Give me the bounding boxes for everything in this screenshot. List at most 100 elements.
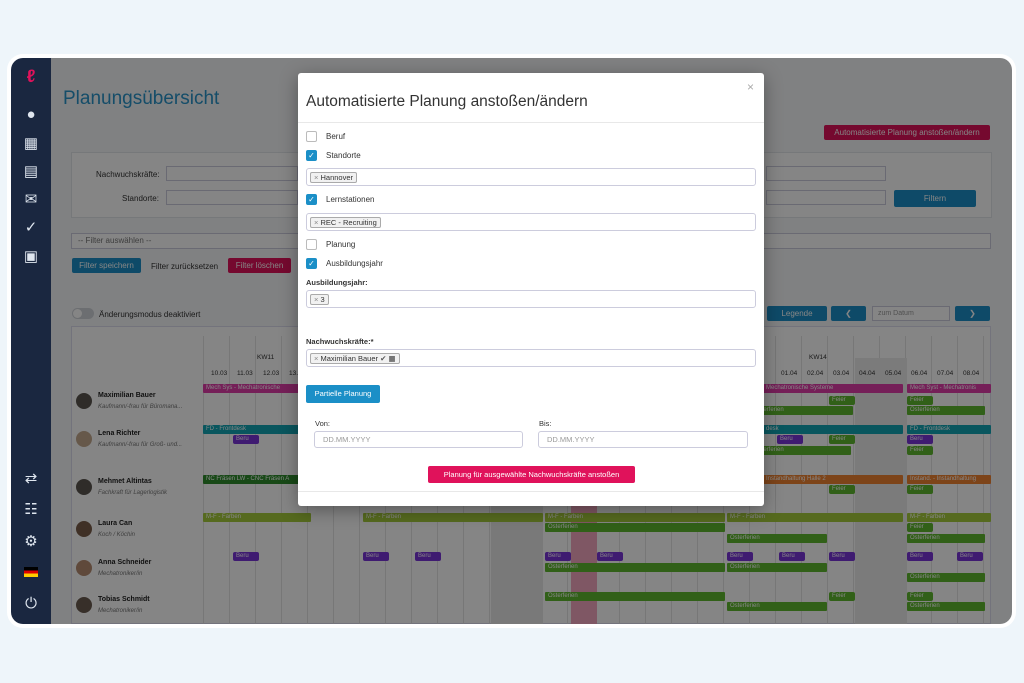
start-planning-button[interactable]: Planung für ausgewählte Nachwuchskräfte … xyxy=(428,466,635,483)
school-pill[interactable]: Beru xyxy=(597,552,623,561)
mail-icon[interactable]: ✉ xyxy=(24,191,38,208)
von-date-input[interactable]: DD.MM.YYYY xyxy=(314,431,523,448)
checkbox-planung[interactable] xyxy=(306,239,317,250)
selected-tag: × Maximilian Bauer ✔ ▦ xyxy=(310,353,400,364)
logout-icon[interactable]: ⏻ xyxy=(25,595,37,612)
holiday-pill[interactable]: Feier xyxy=(907,396,933,405)
selected-tag: × Hannover xyxy=(310,172,358,183)
save-filter-button[interactable]: Filter speichern xyxy=(72,258,141,273)
checkbox-beruf[interactable] xyxy=(306,131,317,142)
schedule-bar[interactable]: Osterferien xyxy=(907,534,985,543)
schedule-bar[interactable]: Osterferien xyxy=(907,406,985,415)
filter-button[interactable]: Filtern xyxy=(894,190,976,207)
user-icon[interactable]: ● xyxy=(26,106,36,123)
checkbox-lernstationen[interactable]: ✓ xyxy=(306,194,317,205)
checkbox-ausbildungsjahr[interactable]: ✓ xyxy=(306,258,317,269)
schedule-bar[interactable]: Mechatronische Systeme xyxy=(763,384,903,393)
schedule-bar[interactable]: Instandhaltung Halle 2 xyxy=(763,475,903,484)
bis-date-input[interactable]: DD.MM.YYYY xyxy=(538,431,748,448)
schedule-bar[interactable]: Osterferien xyxy=(727,563,827,572)
schedule-bar[interactable]: Osterferien xyxy=(545,563,725,572)
tag-remove-icon[interactable]: × xyxy=(314,173,319,182)
school-pill[interactable]: Beru xyxy=(779,552,805,561)
date-header: 07.04 xyxy=(937,370,954,377)
previous-button[interactable]: ❮ xyxy=(831,306,866,321)
legend-button[interactable]: Legende xyxy=(767,306,827,321)
schedule-bar[interactable]: M-F - Farben xyxy=(203,513,311,522)
partial-planning-button[interactable]: Partielle Planung xyxy=(306,385,380,403)
school-pill[interactable]: Beru xyxy=(233,552,259,561)
holiday-pill[interactable]: Feier xyxy=(829,396,855,405)
school-pill[interactable]: Beru xyxy=(233,435,259,444)
schedule-bar[interactable]: FD - Frontdesk xyxy=(203,425,323,434)
auto-plan-button[interactable]: Automatisierte Planung anstoßen/ändern xyxy=(824,125,990,140)
check-circle-icon[interactable]: ✓ xyxy=(24,219,38,236)
schedule-bar[interactable]: FD - Frontdesk xyxy=(907,425,991,434)
schedule-bar[interactable]: Mech Syst - Mechatronis xyxy=(907,384,991,393)
calendar-icon[interactable]: ▣ xyxy=(23,248,39,265)
holiday-pill[interactable]: Feier xyxy=(829,592,855,601)
school-pill[interactable]: Beru xyxy=(957,552,983,561)
swap-icon[interactable]: ⇄ xyxy=(24,470,38,487)
schedule-bar[interactable]: M-F - Farben xyxy=(907,513,991,522)
school-pill[interactable]: Beru xyxy=(907,552,933,561)
dashboard-icon[interactable]: ▦ xyxy=(23,135,39,152)
nachwuchs-filter-input-right[interactable] xyxy=(766,166,886,181)
school-pill[interactable]: Beru xyxy=(415,552,441,561)
table-row[interactable]: Lena Richter Kaufmann/-frau für Groß- und… xyxy=(73,420,201,458)
checkbox-standorte[interactable]: ✓ xyxy=(306,150,317,161)
table-row[interactable]: Anna Schneider Mechatroniker/in xyxy=(73,549,201,587)
german-flag-icon[interactable] xyxy=(19,563,43,583)
school-pill[interactable]: Beru xyxy=(777,435,803,444)
school-pill[interactable]: Beru xyxy=(363,552,389,561)
schedule-bar[interactable]: Instand. - Instandhaltung xyxy=(907,475,991,484)
table-row[interactable]: Maximilian Bauer Kaufmann/-frau für Bürom… xyxy=(73,382,201,420)
settings-icon[interactable]: ⚙ xyxy=(24,533,38,550)
schedule-bar[interactable]: Mech Sys - Mechatronische xyxy=(203,384,313,393)
schedule-bar[interactable]: Osterferien xyxy=(907,602,985,611)
lernstationen-select[interactable]: × REC - Recruiting xyxy=(306,213,756,231)
table-row[interactable]: Tobias Schmidt Mechatroniker/in xyxy=(73,586,201,624)
schedule-bar[interactable]: Osterferien xyxy=(907,573,985,582)
nachwuchs-filter-input[interactable] xyxy=(166,166,298,181)
standorte-select[interactable]: × Hannover xyxy=(306,168,756,186)
holiday-pill[interactable]: Feier xyxy=(907,592,933,601)
schedule-bar[interactable]: M-F - Farben xyxy=(363,513,543,522)
nachwuchs-select[interactable]: × Maximilian Bauer ✔ ▦ xyxy=(306,349,756,367)
schedule-bar[interactable]: Osterferien xyxy=(545,592,725,601)
group-icon[interactable]: ☷ xyxy=(24,501,38,518)
mode-toggle[interactable] xyxy=(72,308,94,319)
standorte-filter-input-right[interactable] xyxy=(766,190,886,205)
ausbildungsjahr-select[interactable]: × 3 xyxy=(306,290,756,308)
school-pill[interactable]: Beru xyxy=(907,435,933,444)
close-icon[interactable]: × xyxy=(747,80,755,94)
school-pill[interactable]: Beru xyxy=(727,552,753,561)
holiday-pill[interactable]: Feier xyxy=(829,485,855,494)
clipboard-icon[interactable]: ▤ xyxy=(23,163,39,180)
tag-remove-icon[interactable]: × xyxy=(314,354,319,363)
tag-remove-icon[interactable]: × xyxy=(314,295,319,304)
schedule-bar[interactable]: Osterferien xyxy=(727,602,827,611)
holiday-pill[interactable]: Feier xyxy=(829,435,855,444)
reset-filter-button[interactable]: Filter zurücksetzen xyxy=(151,262,219,271)
schedule-bar[interactable]: NC Fräsen LW - CNC Fräsen A xyxy=(203,475,313,484)
standorte-filter-input[interactable] xyxy=(166,190,298,205)
table-row[interactable]: Laura Can Koch / Köchin xyxy=(73,510,201,548)
next-button[interactable]: ❯ xyxy=(955,306,990,321)
school-pill[interactable]: Beru xyxy=(545,552,571,561)
holiday-pill[interactable]: Feier xyxy=(907,446,933,455)
schedule-bar[interactable]: desk xyxy=(763,425,903,434)
schedule-bar[interactable]: Osterferien xyxy=(545,523,725,532)
tag-remove-icon[interactable]: × xyxy=(314,218,319,227)
schedule-bar[interactable]: Osterferien xyxy=(751,406,853,415)
holiday-pill[interactable]: Feier xyxy=(907,485,933,494)
schedule-bar[interactable]: Osterferien xyxy=(751,446,851,455)
school-pill[interactable]: Beru xyxy=(829,552,855,561)
holiday-pill[interactable]: Feier xyxy=(907,523,933,532)
schedule-bar[interactable]: M-F - Farben xyxy=(727,513,903,522)
schedule-bar[interactable]: Osterferien xyxy=(727,534,827,543)
schedule-bar[interactable]: M-F - Farben xyxy=(545,513,725,522)
table-row[interactable]: Mehmet Altintas Fachkraft für Lagerlogist… xyxy=(73,468,201,506)
delete-filter-button[interactable]: Filter löschen xyxy=(228,258,291,273)
goto-date-input[interactable]: zum Datum xyxy=(872,306,950,321)
